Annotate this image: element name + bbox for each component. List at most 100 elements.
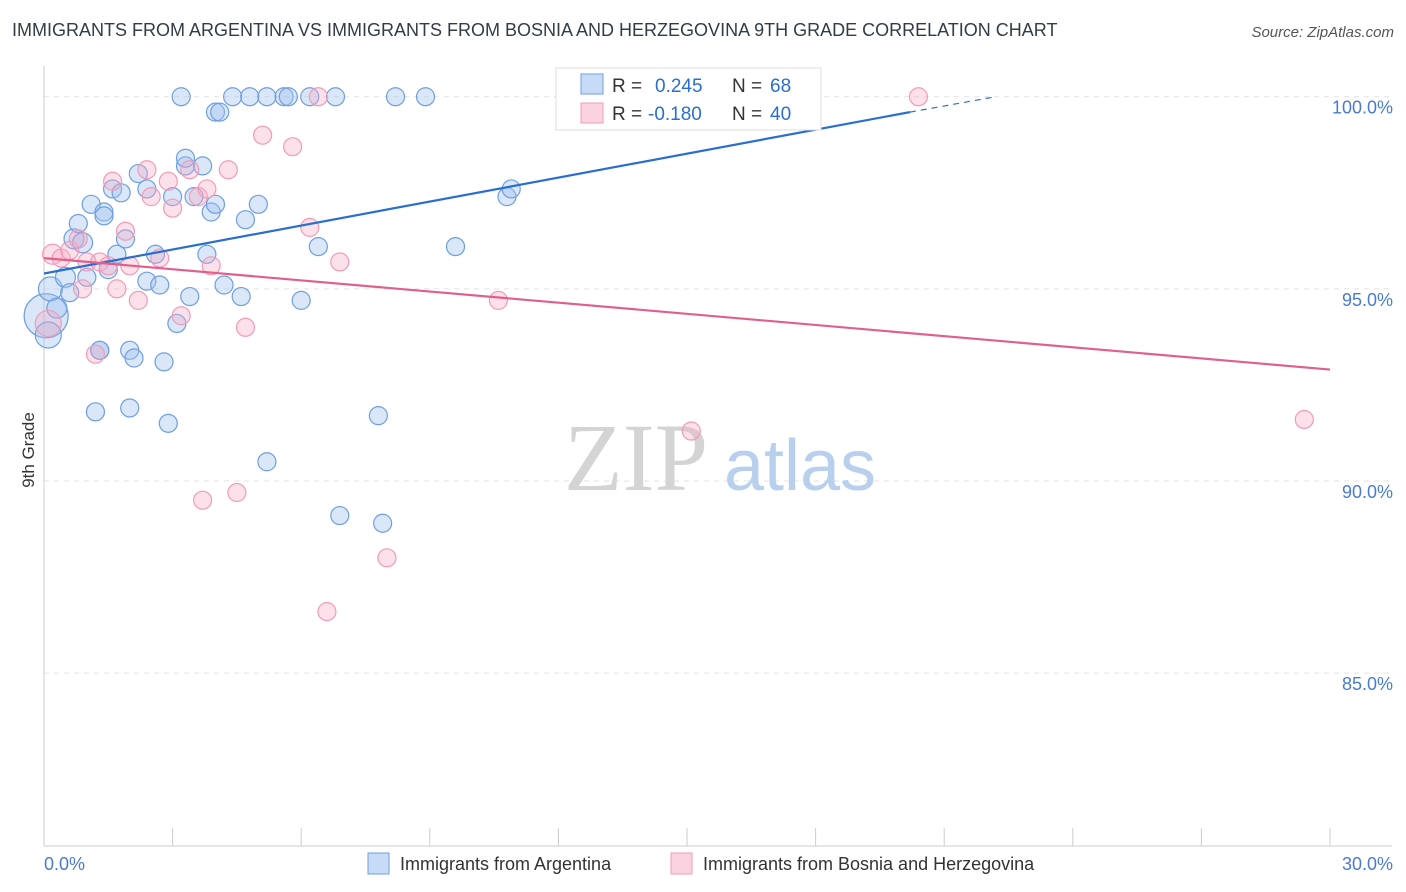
data-point [214,275,234,295]
data-point [197,179,217,199]
data-point [107,279,127,299]
data-point [163,187,183,207]
data-point [34,321,62,349]
data-point [330,252,350,272]
data-point [141,187,161,207]
data-point [205,194,226,214]
chart-source: Source: ZipAtlas.com [1251,24,1394,41]
data-point [171,306,191,326]
data-point [908,87,929,107]
data-point [231,286,251,307]
chart-title: IMMIGRANTS FROM ARGENTINA VS IMMIGRANTS … [12,20,1058,40]
y-tick-label: 95.0% [1342,290,1393,310]
legend-swatch-argentina [367,852,390,875]
data-point [201,256,221,276]
legend: Immigrants from Argentina Immigrants fro… [367,852,1035,875]
data-point [158,171,178,191]
data-point [257,87,277,107]
data-point [54,266,77,288]
data-point [253,125,273,145]
data-point [330,505,350,526]
x-tick-label: 0.0% [44,854,85,874]
data-point [488,290,508,310]
data-point [102,171,123,191]
y-tick-labels: 85.0% 90.0% 95.0% 100.0% [1332,98,1393,694]
data-point [368,406,388,426]
data-point [274,87,294,107]
data-point [180,160,200,180]
data-point [501,179,521,199]
data-point [248,194,268,214]
trend-line [43,257,1331,371]
data-point [415,87,436,107]
y-tick-label: 85.0% [1342,674,1393,694]
stat-r-label-blue: R = [612,76,642,97]
data-point [115,221,136,241]
x-tick-label: 30.0% [1342,854,1393,874]
data-point [235,317,256,337]
y-axis-title: 9th Grade [19,412,38,488]
data-point [68,229,88,249]
data-point [218,160,238,180]
stats-box: R = 0.245 N = 68 R = -0.180 N = 40 [555,67,822,131]
x-tick-labels: 0.0% 30.0% [44,854,1393,874]
grid-lines [44,96,1392,674]
data-point [317,602,337,622]
data-point [85,344,106,364]
data-point [308,236,328,257]
data-point [278,87,298,107]
data-point [377,548,397,568]
stat-n-label-pink: N = [732,104,762,125]
data-point [1294,409,1314,430]
data-point [150,275,170,295]
series-argentina [23,87,821,533]
data-point [171,87,191,107]
trend-line-extension [909,96,996,113]
trend-lines [43,96,1331,371]
axes [43,66,1392,847]
data-point [385,87,406,107]
stat-r-label-pink: R = [612,104,642,125]
data-point [85,402,106,422]
data-point [223,87,243,107]
data-point [68,213,88,234]
data-point [283,137,303,157]
data-point [158,413,178,433]
legend-label-argentina: Immigrants from Argentina [400,854,612,874]
data-point [163,198,183,218]
data-point [681,421,701,441]
data-point [193,490,213,510]
legend-label-bosnia: Immigrants from Bosnia and Herzegovina [703,854,1035,874]
data-point [137,271,157,291]
legend-swatch-bosnia [670,852,693,875]
data-point [445,236,466,257]
data-point [197,244,217,264]
y-tick-label: 90.0% [1342,482,1393,502]
data-point [308,87,328,107]
trend-line [43,111,911,275]
watermark-zip: ZIP [564,404,708,511]
data-point [175,148,196,168]
data-point [77,267,97,287]
data-point [300,217,320,237]
stat-r-value-blue: 0.245 [655,76,703,97]
data-point [34,309,62,338]
data-point [193,156,213,176]
data-point [128,290,148,310]
data-point [210,102,230,122]
stat-n-value-pink: 40 [770,104,791,125]
y-tick-label: 100.0% [1332,98,1393,118]
data-point [137,160,157,180]
watermark-atlas: atlas [724,426,876,506]
data-point [180,286,200,307]
data-point [291,290,311,310]
data-point [46,297,68,319]
data-point [60,283,80,303]
data-point [257,452,277,472]
data-point [373,513,393,533]
stat-n-label-blue: N = [732,76,762,97]
data-point [115,229,136,249]
data-point [120,398,140,418]
data-point [72,279,93,299]
